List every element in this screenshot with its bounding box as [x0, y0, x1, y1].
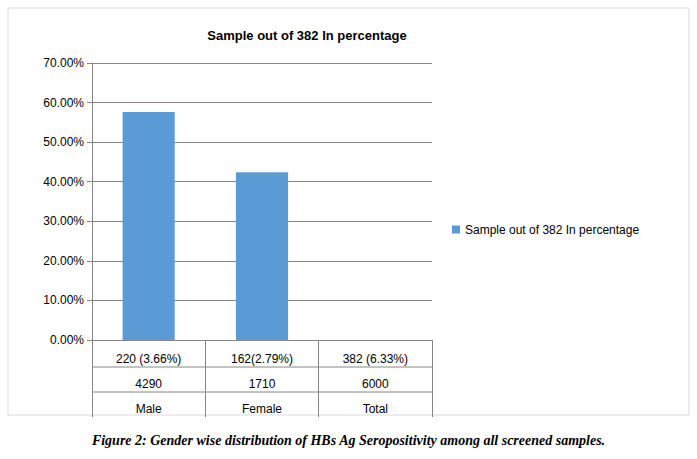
svg-text:30.00%: 30.00%: [43, 214, 84, 228]
svg-text:Male: Male: [136, 402, 162, 416]
svg-text:Sample out of 382 In percentag: Sample out of 382 In percentage: [207, 28, 406, 43]
svg-text:20.00%: 20.00%: [43, 254, 84, 268]
svg-text:4290: 4290: [135, 377, 162, 391]
svg-text:Sample out of 382 In percentag: Sample out of 382 In percentage: [465, 223, 639, 237]
svg-text:60.00%: 60.00%: [43, 96, 84, 110]
svg-text:70.00%: 70.00%: [43, 56, 84, 70]
svg-text:382 (6.33%): 382 (6.33%): [343, 352, 408, 366]
svg-text:Total: Total: [363, 402, 388, 416]
svg-text:50.00%: 50.00%: [43, 135, 84, 149]
svg-text:Female: Female: [242, 402, 282, 416]
svg-text:162(2.79%): 162(2.79%): [231, 352, 293, 366]
svg-text:10.00%: 10.00%: [43, 293, 84, 307]
svg-text:0.00%: 0.00%: [50, 333, 84, 347]
svg-text:6000: 6000: [362, 377, 389, 391]
svg-text:Figure 2: Gender wise distribu: Figure 2: Gender wise distribution of HB…: [91, 433, 605, 448]
svg-text:1710: 1710: [249, 377, 276, 391]
svg-text:220 (3.66%): 220 (3.66%): [116, 352, 181, 366]
svg-text:40.00%: 40.00%: [43, 175, 84, 189]
